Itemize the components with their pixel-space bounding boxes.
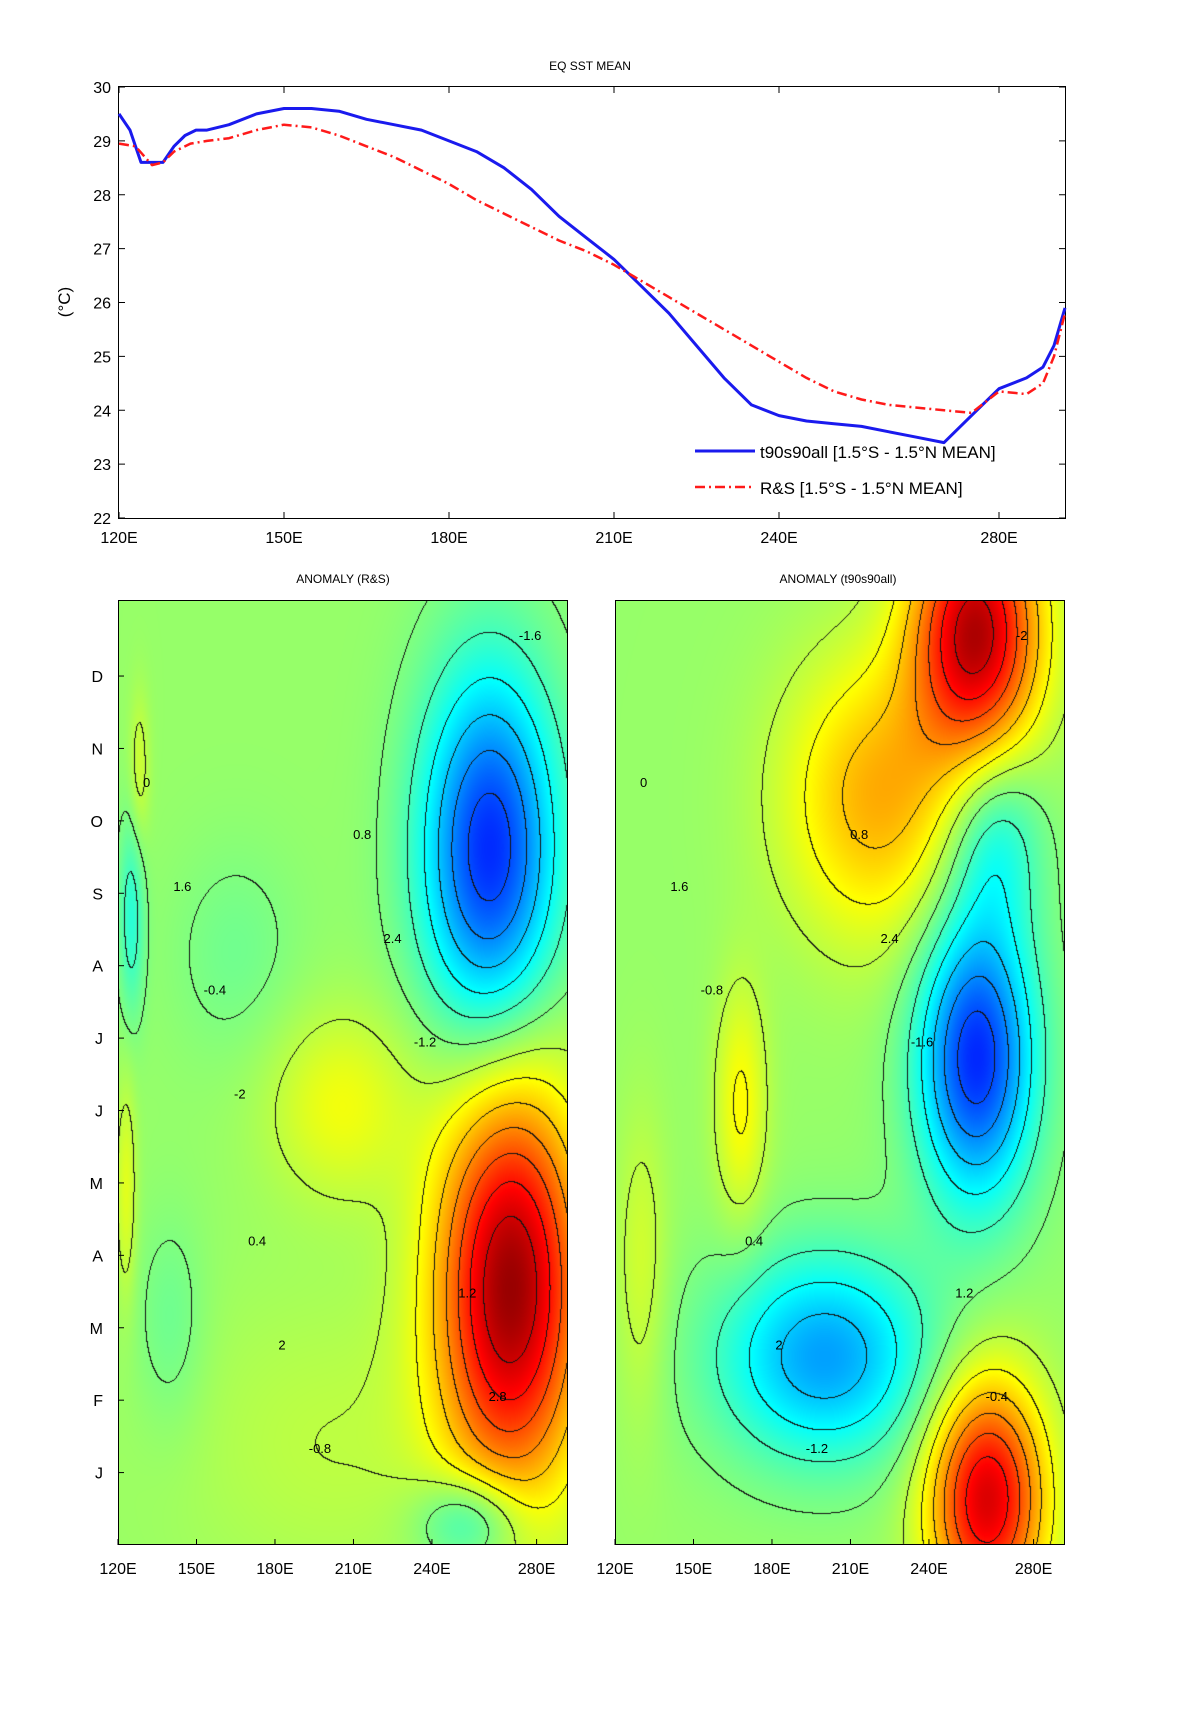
x-tick-label: 120E bbox=[596, 1561, 633, 1578]
contour-label: 0.8 bbox=[850, 827, 868, 842]
anomaly-t90s90all-heatmap: ANOMALY (t90s90all) 0 0.4 0.8 1.2 1.6 2 2.4 -0.… bbox=[596, 572, 1065, 1578]
month-tick-label: N bbox=[91, 741, 103, 758]
x-tick-label: 180E bbox=[753, 1561, 790, 1578]
x-tick-label: 240E bbox=[910, 1561, 947, 1578]
x-tick-label: 180E bbox=[256, 1561, 293, 1578]
contour-label: -1.2 bbox=[414, 1035, 436, 1050]
x-tick-label: 150E bbox=[178, 1561, 215, 1578]
series-line-rs bbox=[118, 123, 1067, 415]
month-tick-label: J bbox=[95, 1031, 103, 1048]
anomaly-rs-plot-frame bbox=[118, 600, 568, 1545]
line-chart-legend: t90s90all [1.5°S - 1.5°N MEAN] R&S [1.5°… bbox=[695, 443, 996, 498]
x-tick-label: 210E bbox=[595, 530, 632, 547]
anomaly-t90s90all-title: ANOMALY (t90s90all) bbox=[780, 572, 897, 586]
month-tick-label: O bbox=[91, 814, 103, 831]
line-chart-plot-frame bbox=[118, 86, 1066, 519]
contour-label: -0.8 bbox=[701, 983, 723, 998]
anomaly-t90s90all-plot-frame bbox=[615, 600, 1065, 1545]
legend-label-rs: R&S [1.5°S - 1.5°N MEAN] bbox=[760, 479, 963, 498]
contour-label: -2 bbox=[234, 1086, 246, 1101]
x-tick-label: 240E bbox=[760, 530, 797, 547]
line-chart-title: EQ SST MEAN bbox=[549, 59, 631, 73]
month-tick-label: M bbox=[90, 1321, 103, 1338]
y-tick-label: 30 bbox=[93, 80, 111, 97]
contour-label: 2.8 bbox=[489, 1389, 507, 1404]
anomaly-rs-heatmap: ANOMALY (R&S) 0 0.4 0.8 1.2 1.6 2 2.4 2.8 -0.4 -0… bbox=[90, 572, 568, 1578]
line-chart-series bbox=[117, 107, 1067, 445]
x-tick-label: 240E bbox=[413, 1561, 450, 1578]
contour-label: -1.6 bbox=[911, 1035, 933, 1050]
anomaly-rs-x-axis: 120E 150E 180E 210E 240E 280E bbox=[99, 1539, 555, 1578]
x-tick-label: 180E bbox=[430, 530, 467, 547]
contour-label: -0.4 bbox=[986, 1389, 1008, 1404]
x-tick-label: 280E bbox=[1015, 1561, 1052, 1578]
x-tick-label: 280E bbox=[980, 530, 1017, 547]
month-tick-label: S bbox=[92, 886, 103, 903]
contour-label: 0.4 bbox=[745, 1234, 763, 1249]
x-tick-label: 210E bbox=[335, 1561, 372, 1578]
contour-label: 2.4 bbox=[384, 931, 402, 946]
contour-label: 2 bbox=[775, 1337, 782, 1352]
contour-label: 1.6 bbox=[173, 879, 191, 894]
anomaly-rs-field bbox=[118, 600, 568, 1545]
x-tick-label: 120E bbox=[100, 530, 137, 547]
month-tick-label: J bbox=[95, 1466, 103, 1483]
contour-label: -0.8 bbox=[309, 1441, 331, 1456]
contour-label: -1.6 bbox=[519, 628, 541, 643]
contour-label: 1.6 bbox=[670, 879, 688, 894]
contour-label: -2 bbox=[1016, 628, 1028, 643]
contour-label: -1.2 bbox=[806, 1441, 828, 1456]
line-chart-y-label: (°C) bbox=[55, 287, 74, 317]
month-tick-label: J bbox=[95, 1104, 103, 1121]
y-tick-label: 24 bbox=[93, 403, 111, 420]
y-tick-label: 23 bbox=[93, 457, 111, 474]
contour-label: 2 bbox=[278, 1337, 285, 1352]
x-tick-label: 210E bbox=[832, 1561, 869, 1578]
anomaly-rs-month-axis: J F M A M J J A S O N D bbox=[90, 669, 124, 1483]
anomaly-t90s90all-x-axis: 120E 150E 180E 210E 240E 280E bbox=[596, 1539, 1052, 1578]
x-tick-label: 120E bbox=[99, 1561, 136, 1578]
y-tick-label: 29 bbox=[93, 134, 111, 151]
contour-label: 2.4 bbox=[881, 931, 899, 946]
anomaly-t90s90all-field bbox=[615, 600, 1065, 1545]
contour-label: 1.2 bbox=[955, 1285, 973, 1300]
y-tick-label: 28 bbox=[93, 188, 111, 205]
y-tick-label: 27 bbox=[93, 242, 111, 259]
legend-label-t90s90all: t90s90all [1.5°S - 1.5°N MEAN] bbox=[760, 443, 996, 462]
month-tick-label: F bbox=[93, 1393, 103, 1410]
anomaly-rs-title: ANOMALY (R&S) bbox=[296, 572, 390, 586]
x-tick-label: 150E bbox=[265, 530, 302, 547]
contour-label: 0.8 bbox=[353, 827, 371, 842]
contour-label: -0.4 bbox=[204, 983, 226, 998]
month-tick-label: D bbox=[91, 669, 103, 686]
month-tick-label: M bbox=[90, 1176, 103, 1193]
y-tick-label: 26 bbox=[93, 296, 111, 313]
contour-label: 1.2 bbox=[458, 1285, 476, 1300]
series-line-t90s90all bbox=[117, 107, 1067, 445]
x-tick-label: 280E bbox=[518, 1561, 555, 1578]
x-tick-label: 150E bbox=[675, 1561, 712, 1578]
contour-label: 0 bbox=[143, 775, 150, 790]
y-tick-label: 22 bbox=[93, 511, 111, 528]
anomaly-rs-contour-labels: 0 0.4 0.8 1.2 1.6 2 2.4 2.8 -0.4 -0.8 -1.2 -1.6 -2 bbox=[143, 628, 541, 1456]
line-chart-x-axis: 120E 150E 180E 210E 240E 280E bbox=[100, 87, 1018, 547]
month-tick-label: A bbox=[92, 959, 103, 976]
line-chart-y-axis: 22 23 24 25 26 27 28 29 30 bbox=[93, 80, 1065, 528]
contour-label: 0 bbox=[640, 775, 647, 790]
anomaly-t90s90all-contour-labels: 0 0.4 0.8 1.2 1.6 2 2.4 -0.4 -0.8 -1.2 -1.6 -2 bbox=[640, 628, 1027, 1456]
contour-label: 0.4 bbox=[248, 1234, 266, 1249]
y-tick-label: 25 bbox=[93, 349, 111, 366]
month-tick-label: A bbox=[92, 1248, 103, 1265]
